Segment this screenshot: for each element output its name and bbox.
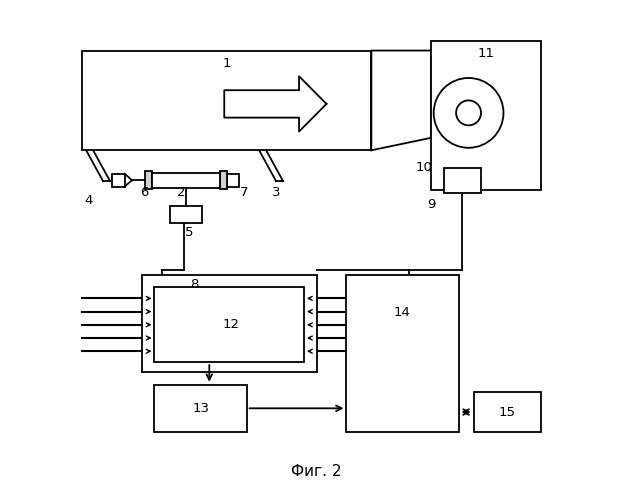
Text: 8: 8 — [190, 278, 199, 291]
Bar — [112, 174, 125, 186]
Text: 6: 6 — [141, 186, 149, 199]
Text: 5: 5 — [185, 226, 194, 239]
Bar — [154, 288, 304, 362]
Text: Фиг. 2: Фиг. 2 — [291, 464, 342, 479]
Polygon shape — [224, 76, 327, 132]
Text: 11: 11 — [477, 46, 494, 60]
Text: 1: 1 — [223, 56, 231, 70]
Text: 2: 2 — [177, 186, 185, 199]
Text: 14: 14 — [394, 306, 411, 319]
Bar — [346, 275, 458, 432]
Bar — [153, 172, 220, 188]
Text: 15: 15 — [498, 406, 515, 418]
Bar — [146, 171, 153, 189]
Text: 3: 3 — [272, 186, 281, 199]
Text: 4: 4 — [84, 194, 92, 206]
Bar — [154, 384, 247, 432]
Bar — [431, 40, 541, 190]
Bar — [220, 171, 227, 189]
Text: 12: 12 — [222, 318, 239, 332]
Bar — [473, 392, 541, 432]
Text: 10: 10 — [415, 161, 432, 174]
Text: 9: 9 — [427, 198, 436, 210]
Bar — [82, 50, 372, 150]
Text: 7: 7 — [240, 186, 248, 199]
Bar — [170, 206, 202, 222]
Text: 13: 13 — [192, 402, 210, 415]
Bar — [227, 174, 239, 186]
Bar — [444, 168, 481, 192]
Bar — [142, 275, 316, 372]
Polygon shape — [372, 50, 431, 150]
